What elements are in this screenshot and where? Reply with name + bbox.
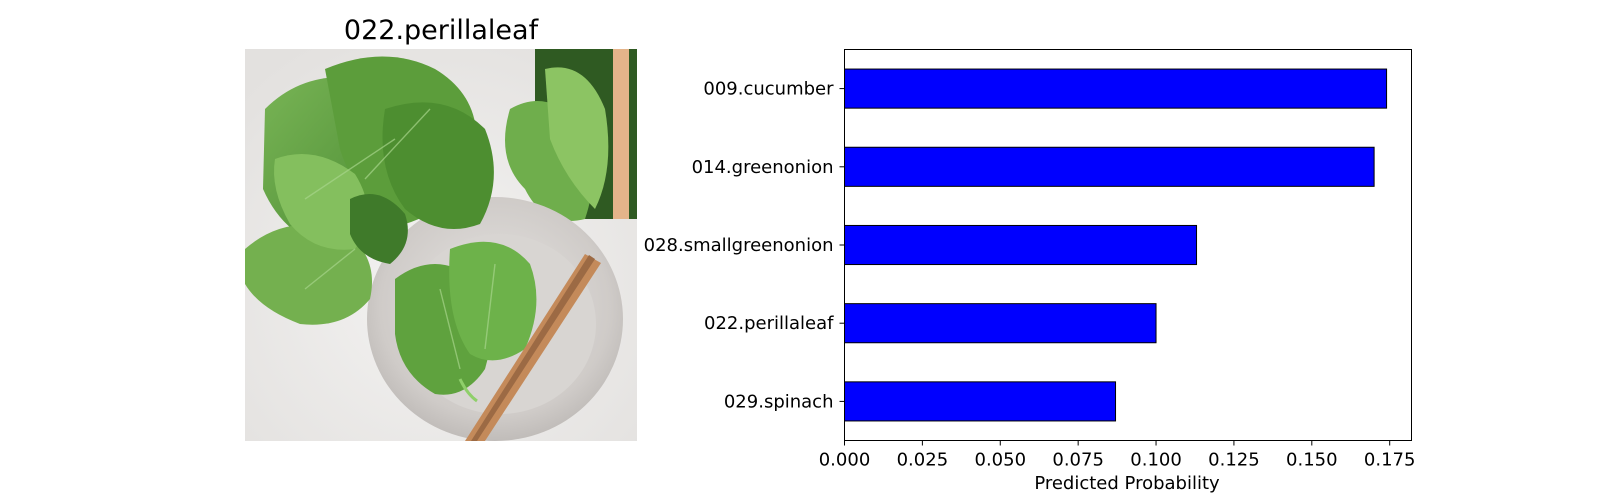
bar-014-greenonion (844, 146, 1375, 187)
y-axis: 009.cucumber 014.greenonion 028.smallgreen… (644, 79, 845, 412)
x-axis-label: Predicted Probability (1034, 473, 1220, 494)
x-tick-label: 0.000 (819, 450, 871, 471)
y-tick-label: 022.perillaleaf (704, 313, 834, 334)
bar-group (844, 68, 1388, 422)
x-tick-label: 0.075 (1052, 450, 1104, 471)
y-tick-label: 029.spinach (724, 391, 834, 412)
x-tick-label: 0.025 (897, 450, 949, 471)
x-tick-label: 0.100 (1130, 450, 1182, 471)
bar-029-spinach (844, 381, 1117, 422)
x-axis: 0.000 0.025 0.050 0.075 0.100 0.125 0.150 0.175 (819, 440, 1416, 471)
image-title: 022.perillaleaf (343, 15, 539, 46)
y-tick-label: 028.smallgreenonion (644, 235, 834, 256)
perilla-leaf-photo (245, 49, 637, 441)
bar-028-smallgreenonion (844, 224, 1198, 266)
x-tick-label: 0.050 (975, 450, 1027, 471)
y-tick-label: 014.greenonion (692, 157, 834, 178)
x-tick-label: 0.125 (1208, 450, 1260, 471)
y-tick-label: 009.cucumber (703, 79, 834, 100)
x-tick-label: 0.175 (1364, 450, 1416, 471)
bar-009-cucumber (844, 68, 1388, 109)
x-tick-label: 0.150 (1286, 450, 1338, 471)
bar-022-perillaleaf (844, 303, 1157, 344)
